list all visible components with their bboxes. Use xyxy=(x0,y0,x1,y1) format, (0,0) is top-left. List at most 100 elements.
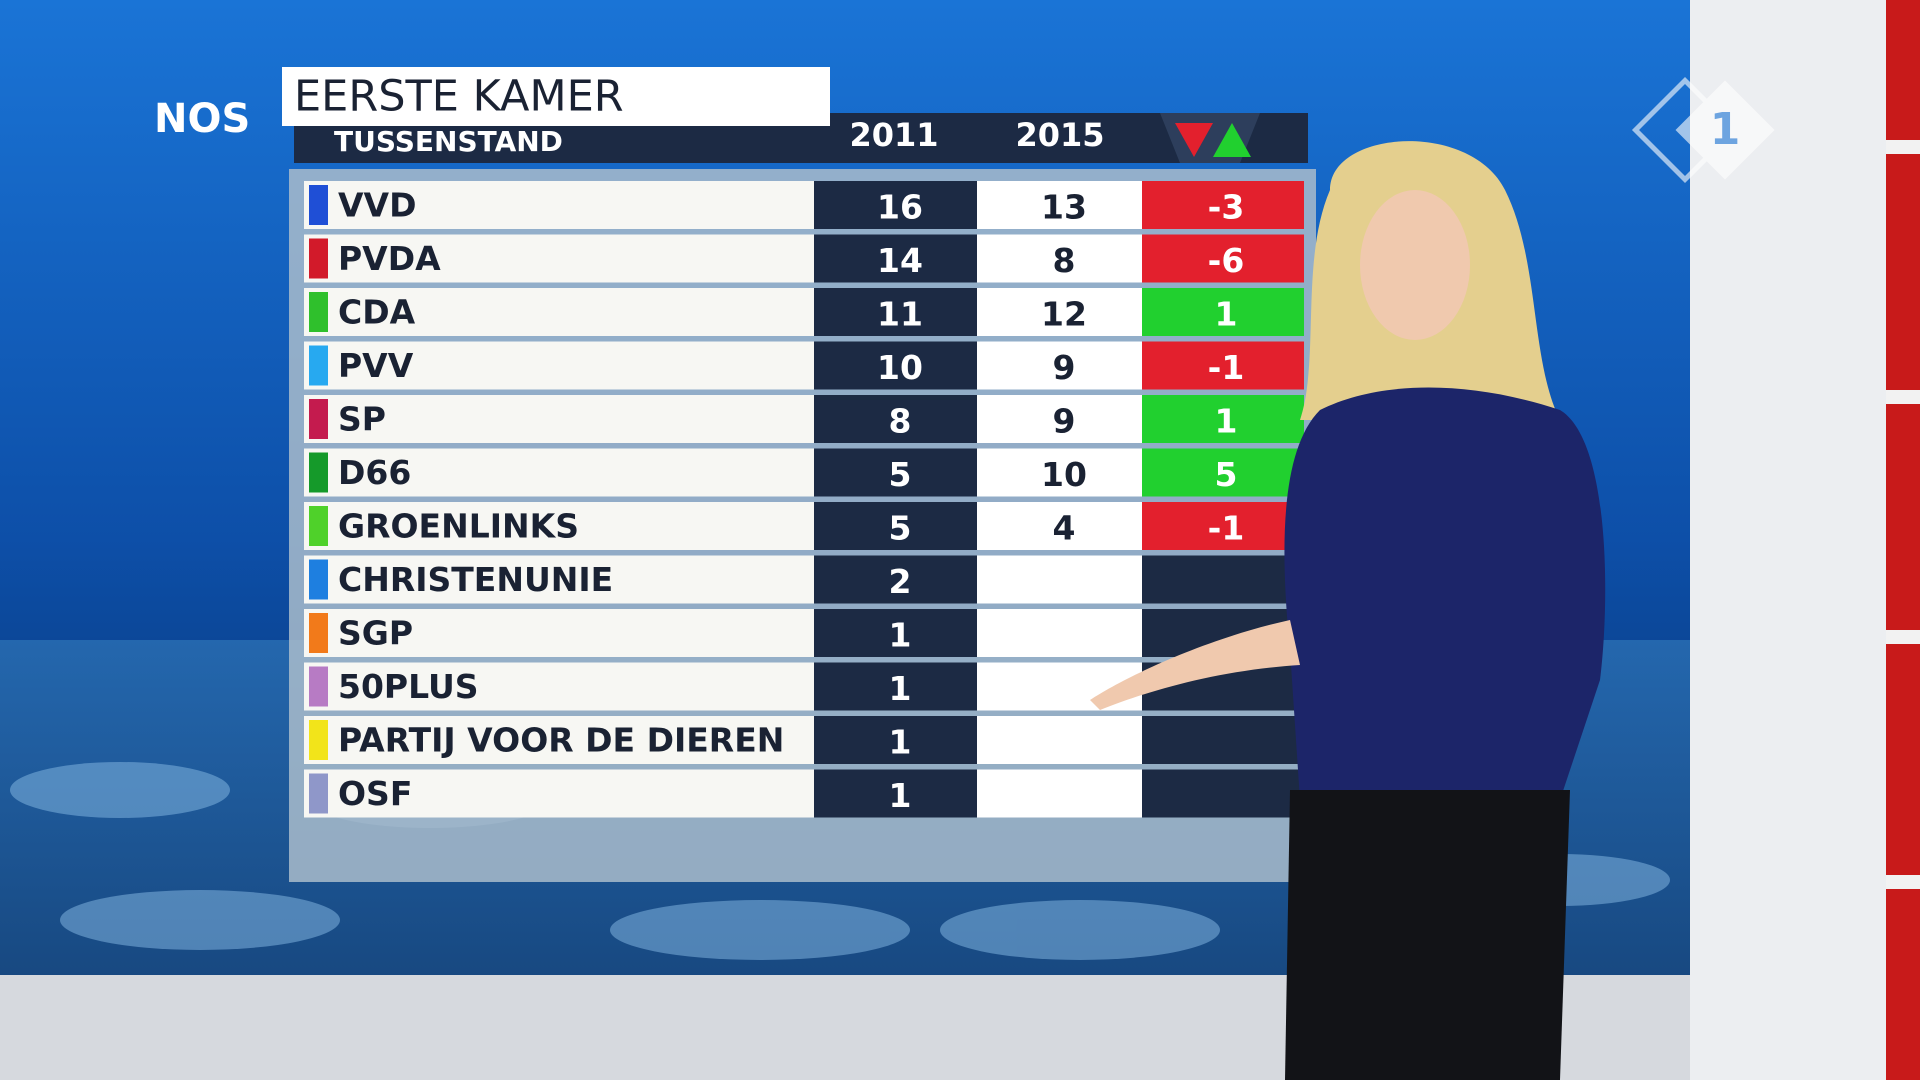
cell-2015 xyxy=(977,181,1142,229)
cell-2015 xyxy=(977,609,1142,657)
party-name: D66 xyxy=(338,453,411,492)
value-2011: 2 xyxy=(889,562,912,601)
value-2011: 1 xyxy=(889,776,912,815)
party-cell xyxy=(304,395,814,443)
cell-2011 xyxy=(814,609,977,657)
cell-2015 xyxy=(977,341,1142,390)
cell-change xyxy=(1142,769,1304,818)
cell-2011 xyxy=(814,716,977,764)
party-cell xyxy=(304,181,814,229)
party-cell xyxy=(304,716,814,764)
red-strip xyxy=(1886,0,1920,1080)
value-2015: 12 xyxy=(1041,295,1087,334)
red-strip-gaps xyxy=(1886,140,1920,889)
cell-2015 xyxy=(977,395,1142,443)
cell-change xyxy=(1142,395,1304,443)
value-2011: 8 xyxy=(889,402,912,441)
cell-change xyxy=(1142,288,1304,336)
party-cell xyxy=(304,448,814,497)
party-color xyxy=(309,185,328,225)
party-cell xyxy=(304,341,814,390)
party-name: 50PLUS xyxy=(338,667,479,706)
party-name: OSF xyxy=(338,774,412,813)
studio-floor xyxy=(0,975,1920,1080)
party-name: PVDA xyxy=(338,239,441,278)
cell-2011 xyxy=(814,555,977,604)
party-color xyxy=(309,666,328,707)
party-name: CHRISTENUNIE xyxy=(338,560,613,599)
cell-2015 xyxy=(977,555,1142,604)
party-color xyxy=(309,559,328,600)
party-name: PVV xyxy=(338,346,414,385)
value-change: 1 xyxy=(1215,295,1238,334)
cell-change xyxy=(1142,181,1304,229)
party-name: GROENLINKS xyxy=(338,507,579,546)
party-cell xyxy=(304,609,814,657)
value-change: 5 xyxy=(1215,455,1238,494)
party-name: CDA xyxy=(338,293,416,332)
cell-2011 xyxy=(814,448,977,497)
title-box xyxy=(282,67,830,126)
down-triangle xyxy=(1175,123,1213,157)
cell-2015 xyxy=(977,448,1142,497)
channel-logo-text: 1 xyxy=(1710,104,1741,155)
nos-logo: NOS xyxy=(154,96,250,142)
column-header: 2015 xyxy=(1015,116,1104,154)
column-header: 2011 xyxy=(849,116,938,154)
value-2011: 14 xyxy=(877,241,923,280)
cell-change xyxy=(1142,555,1304,604)
value-2011: 16 xyxy=(877,188,923,227)
cell-change xyxy=(1142,234,1304,283)
party-cell xyxy=(304,288,814,336)
cell-2015 xyxy=(977,716,1142,764)
presenter xyxy=(1090,141,1606,1080)
cell-2011 xyxy=(814,288,977,336)
value-2011: 1 xyxy=(889,723,912,762)
cell-2011 xyxy=(814,234,977,283)
party-cell xyxy=(304,502,814,550)
cell-change xyxy=(1142,716,1304,764)
party-color xyxy=(309,773,328,814)
value-2011: 5 xyxy=(889,509,912,548)
up-triangle xyxy=(1213,123,1251,157)
party-color xyxy=(309,452,328,493)
cell-2011 xyxy=(814,502,977,550)
party-color xyxy=(309,238,328,279)
party-cell xyxy=(304,662,814,711)
party-color xyxy=(309,613,328,653)
party-cell xyxy=(304,555,814,604)
party-name: VVD xyxy=(338,186,416,225)
cell-2015 xyxy=(977,234,1142,283)
value-2015: 10 xyxy=(1041,455,1087,494)
party-color xyxy=(309,345,328,386)
value-change: 1 xyxy=(1215,402,1238,441)
value-2015: 4 xyxy=(1053,509,1076,548)
value-change: -3 xyxy=(1208,188,1245,227)
party-name: SP xyxy=(338,400,386,439)
party-cell xyxy=(304,234,814,283)
party-cell xyxy=(304,769,814,818)
value-2011: 1 xyxy=(889,669,912,708)
cell-2015 xyxy=(977,502,1142,550)
party-name: PARTIJ VOOR DE DIEREN xyxy=(338,721,784,760)
value-2015: 13 xyxy=(1041,188,1087,227)
cell-2011 xyxy=(814,769,977,818)
subtitle: TUSSENSTAND xyxy=(334,125,563,158)
cell-2011 xyxy=(814,662,977,711)
cell-change xyxy=(1142,341,1304,390)
cell-change xyxy=(1142,502,1304,550)
cell-2011 xyxy=(814,341,977,390)
value-2011: 1 xyxy=(889,616,912,655)
value-change: -6 xyxy=(1208,241,1245,280)
value-2015: 9 xyxy=(1053,348,1076,387)
party-color xyxy=(309,506,328,546)
cell-2011 xyxy=(814,395,977,443)
value-change: -1 xyxy=(1208,348,1245,387)
party-name: SGP xyxy=(338,614,413,653)
studio-wall xyxy=(1690,0,1890,1080)
cell-change xyxy=(1142,448,1304,497)
title: EERSTE KAMER xyxy=(294,72,624,122)
value-2015: 9 xyxy=(1053,402,1076,441)
